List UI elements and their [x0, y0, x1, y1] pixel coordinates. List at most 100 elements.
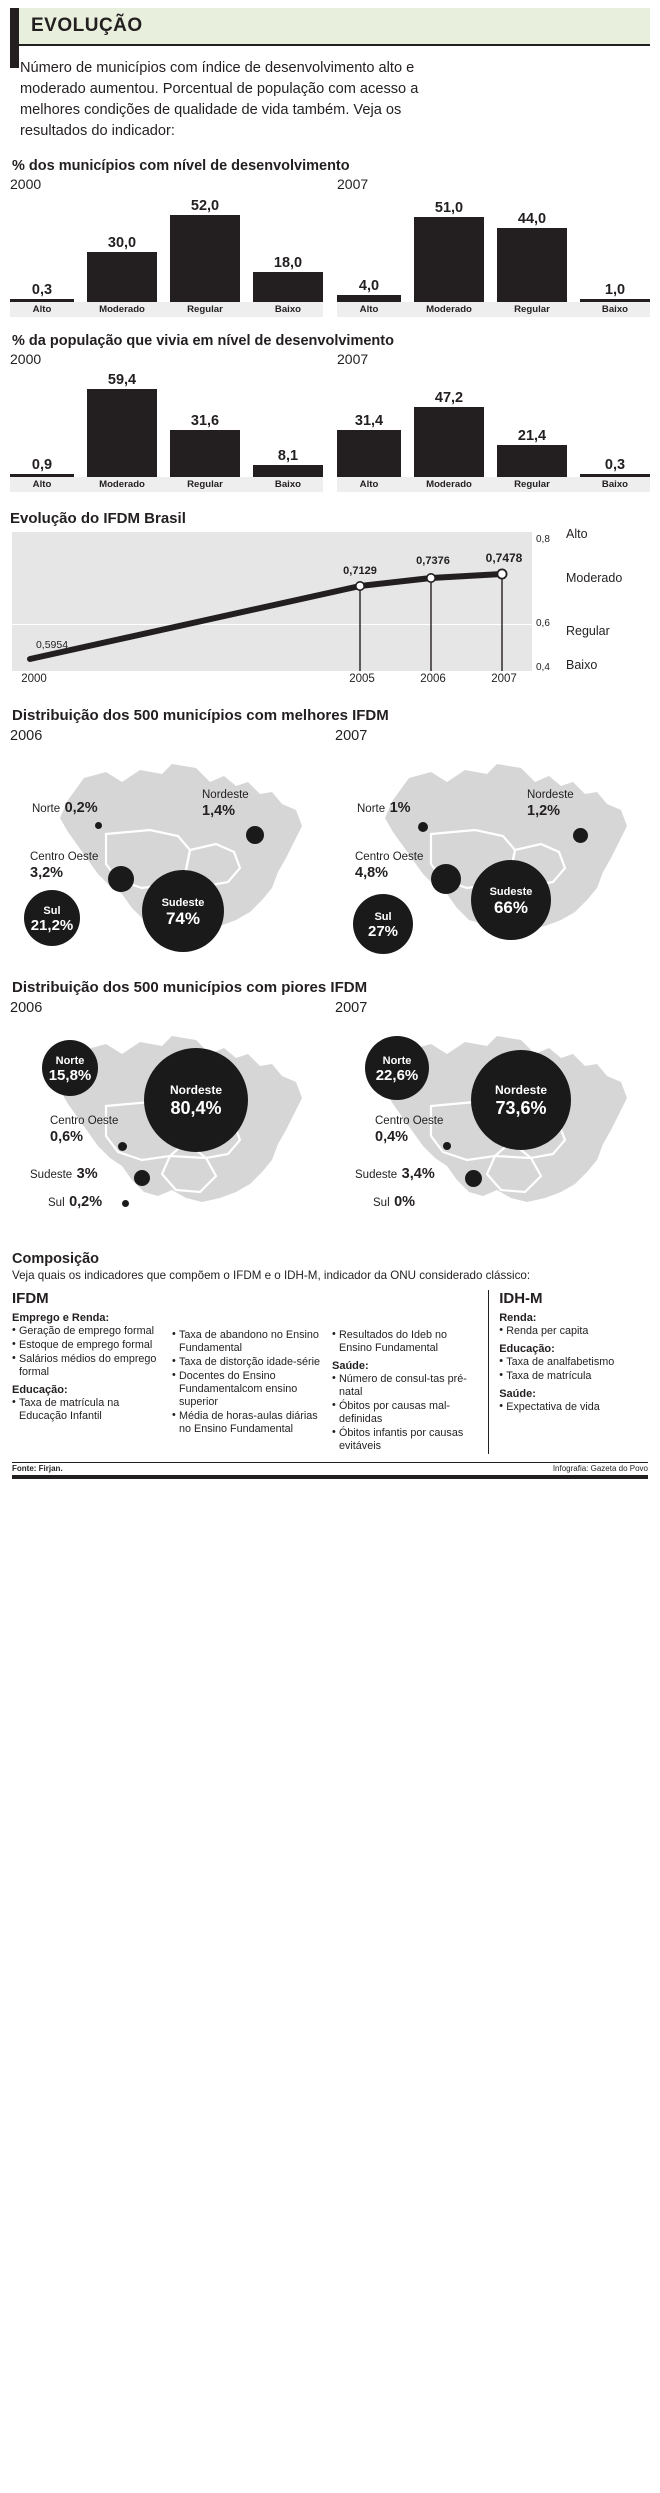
gridline — [12, 624, 532, 625]
region-name: Sul — [374, 910, 392, 923]
bar-value: 8,1 — [277, 448, 299, 464]
bar-item: 4,0 — [337, 194, 401, 302]
map-region-label-centro-oeste: Centro Oeste 4,8% — [355, 848, 423, 882]
section-title-linha: Evolução do IFDM Brasil — [10, 510, 186, 527]
region-value: 1,2% — [527, 802, 561, 819]
region-value: 15,8% — [48, 1067, 92, 1084]
region-value: 4,8% — [355, 864, 389, 881]
map-year-label: 2006 — [10, 1000, 43, 1016]
group-title: Saúde: — [332, 1359, 369, 1372]
bar-rect — [10, 474, 74, 477]
axis-label: Baixo — [601, 479, 629, 490]
composicao-lead: Veja quais os indicadores que compõem o … — [12, 1269, 531, 1282]
list-item: Salários médios do emprego formal — [12, 1352, 162, 1379]
axis-label: Alto — [32, 304, 52, 315]
map-melhores-2006: 2006 Norte 0,2% Nordeste 1,4% — [10, 728, 325, 963]
axis-label: Regular — [187, 304, 223, 315]
section-title-municipios: % dos municípios com nível de desenvolvi… — [12, 158, 350, 174]
ifdm-col-2: Taxa de abandono no Ensino Fundamental T… — [172, 1290, 322, 1454]
map-region-label-norte: Norte 0,2% — [32, 800, 98, 817]
map-region-label-sul: Sul 0% — [373, 1194, 415, 1211]
region-value: 0,2% — [69, 1194, 103, 1210]
region-name: Nordeste — [527, 789, 574, 801]
axis-label: Alto — [32, 479, 52, 490]
bar-value: 1,0 — [604, 282, 626, 298]
region-name: Sul — [373, 1197, 390, 1209]
map-region-label-norte: Norte 1% — [357, 800, 411, 817]
bar-item: 0,3 — [10, 194, 74, 302]
bar-value: 31,4 — [354, 413, 384, 429]
idhm-block: IDH-M Renda: Renda per capita Educação: … — [488, 1289, 648, 1454]
region-name: Norte — [55, 1054, 85, 1067]
point-label: 0,7478 — [485, 551, 523, 565]
region-bubble-sul — [122, 1200, 129, 1207]
header: EVOLUÇÃO — [10, 8, 650, 68]
map-canvas: Norte 0,2% Nordeste 1,4% Centro Oeste 3,… — [10, 748, 325, 960]
list-item: Número de consul-tas pré-natal — [332, 1372, 482, 1399]
ifdm-block: IFDM Emprego e Renda: Geração de emprego… — [12, 1290, 488, 1454]
region-value: 1% — [389, 800, 411, 816]
region-bubble-norte: Norte 15,8% — [42, 1040, 98, 1096]
axis-label: Moderado — [426, 479, 472, 490]
section-title-populacao: % da população que vivia em nível de des… — [12, 333, 394, 349]
x-axis: 2000 2005 2006 2007 — [12, 673, 532, 691]
bar-item: 0,9 — [10, 369, 74, 477]
region-value: 66% — [493, 898, 528, 917]
section-title-piores: Distribuição dos 500 municípios com pior… — [12, 979, 368, 996]
region-name: Sudeste — [489, 885, 533, 898]
region-bubble-sudeste: Sudeste 74% — [142, 870, 224, 952]
region-value: 0% — [394, 1194, 416, 1210]
region-value: 1,4% — [202, 802, 236, 819]
municipios-2007-chart: 2007 4,0 51,0 44,0 1,0 Alto Moderado Reg… — [337, 176, 650, 317]
region-bubble-nordeste — [246, 826, 264, 844]
credit-label: Infografia: Gazeta do Povo — [552, 1463, 648, 1473]
bar-rect — [87, 252, 157, 302]
map-region-label-sudeste: Sudeste 3% — [30, 1166, 98, 1183]
y-category: Regular — [566, 624, 610, 638]
bar-rect — [497, 228, 567, 302]
infographic-page: EVOLUÇÃO Número de municípios com índice… — [0, 8, 660, 2493]
region-bubble-centro-oeste — [118, 1142, 127, 1151]
bar-rect — [170, 430, 240, 477]
region-name: Sul — [43, 904, 61, 917]
bar-value: 0,9 — [31, 457, 53, 473]
map-melhores-2007: 2007 Norte 1% Nordeste 1,2% — [335, 728, 650, 963]
bar-rect — [253, 465, 323, 477]
region-value: 0,2% — [64, 800, 98, 816]
region-bubble-sudeste — [134, 1170, 150, 1186]
x-tick: 2006 — [420, 673, 446, 685]
region-value: 3,4% — [401, 1166, 435, 1182]
group-title: Educação: — [12, 1383, 68, 1396]
line-chart: 0,5954 0,7129 0,7376 0,7478 0,8 0,6 0,4 … — [10, 527, 650, 691]
bar-item: 59,4 — [87, 369, 157, 477]
bar-value: 51,0 — [434, 200, 464, 216]
gridline — [12, 531, 532, 532]
region-name: Sudeste — [30, 1169, 73, 1181]
x-tick: 2005 — [349, 673, 375, 685]
region-name: Sudeste — [161, 896, 205, 909]
section-title-melhores: Distribuição dos 500 municípios com melh… — [12, 707, 389, 724]
axis-label: Alto — [359, 479, 379, 490]
region-bubble-sudeste: Sudeste 66% — [471, 860, 551, 940]
y-category: Baixo — [566, 658, 598, 672]
bar-rect — [253, 272, 323, 302]
x-tick: 2000 — [21, 673, 47, 685]
region-name: Centro Oeste — [355, 851, 424, 863]
intro-text: Número de municípios com índice de desen… — [20, 60, 419, 139]
region-name: Centro Oeste — [375, 1115, 444, 1127]
map-canvas: Norte 15,8% Nordeste 80,4% Centro Oeste … — [10, 1020, 325, 1232]
list-item: Estoque de emprego formal — [12, 1338, 162, 1352]
region-value: 3,2% — [30, 864, 64, 881]
bar-rect — [580, 474, 650, 477]
region-bubble-centro-oeste — [108, 866, 134, 892]
group-title: Emprego e Renda: — [12, 1311, 110, 1324]
map-piores-2006: 2006 Norte 15,8% Nordeste — [10, 1000, 325, 1235]
footer-rule — [12, 1474, 648, 1479]
region-bubble-norte — [418, 822, 428, 832]
category-axis: Alto Moderado Regular Baixo — [10, 477, 323, 492]
list-item: Óbitos por causas mal-definidas — [332, 1399, 482, 1426]
bar-value: 59,4 — [107, 372, 137, 388]
bar-item: 30,0 — [87, 194, 157, 302]
x-tick: 2007 — [491, 673, 517, 685]
point-label: 0,5954 — [35, 639, 69, 651]
